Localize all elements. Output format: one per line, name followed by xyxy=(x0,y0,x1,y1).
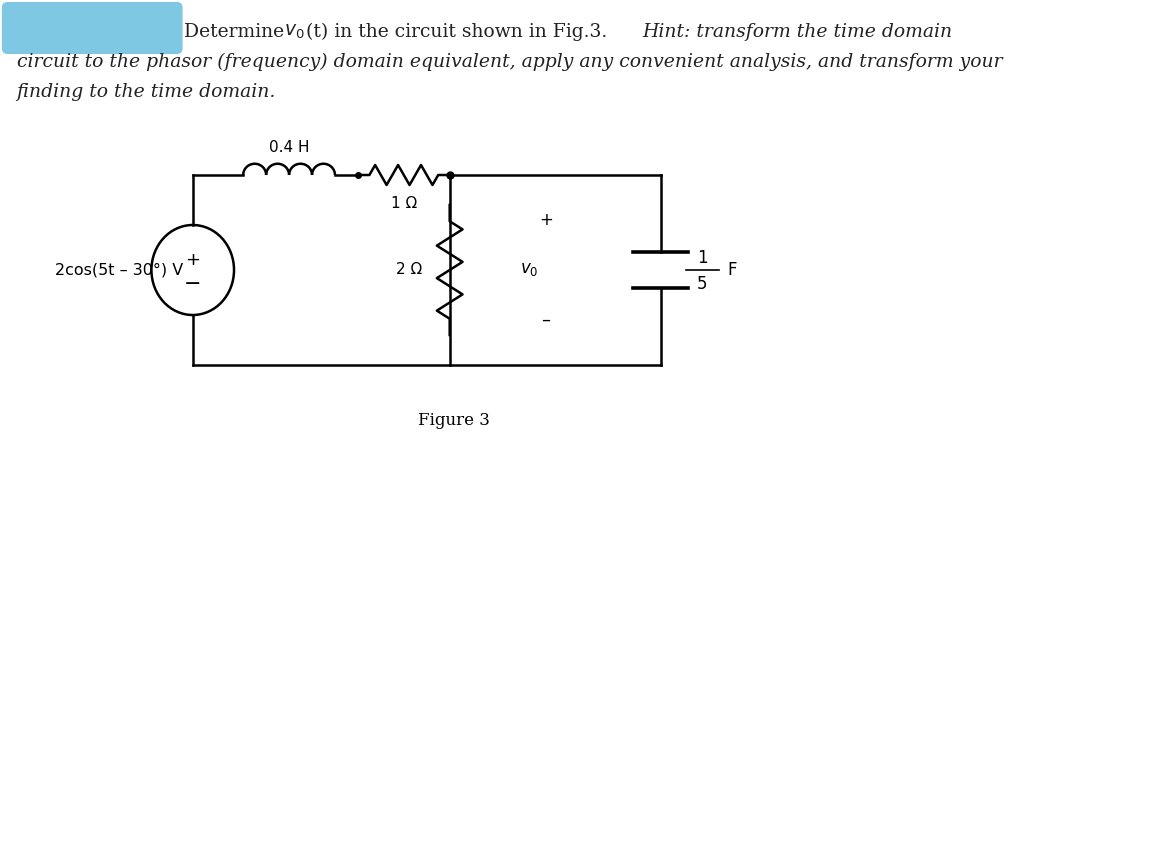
Text: +: + xyxy=(185,251,201,269)
Text: Hint: transform the time domain: Hint: transform the time domain xyxy=(642,23,953,41)
Text: circuit to the phasor (frequency) domain equivalent, apply any convenient analys: circuit to the phasor (frequency) domain… xyxy=(16,53,1002,71)
Text: finding to the time domain.: finding to the time domain. xyxy=(16,83,276,101)
Text: 1 Ω: 1 Ω xyxy=(391,196,417,211)
Text: 1: 1 xyxy=(697,249,708,267)
Text: F: F xyxy=(728,261,737,279)
Text: 2cos(5t – 30°) V: 2cos(5t – 30°) V xyxy=(55,263,183,277)
Text: 2 Ω: 2 Ω xyxy=(396,263,422,277)
Text: Determine: Determine xyxy=(183,23,289,41)
Text: +: + xyxy=(539,211,553,229)
Text: $v_0$: $v_0$ xyxy=(520,262,539,279)
Text: (t) in the circuit shown in Fig.3.: (t) in the circuit shown in Fig.3. xyxy=(305,23,626,41)
FancyBboxPatch shape xyxy=(2,2,183,54)
Text: 0.4 H: 0.4 H xyxy=(269,139,309,155)
Text: –: – xyxy=(541,311,550,329)
Text: 5: 5 xyxy=(697,275,708,293)
Text: −: − xyxy=(184,274,202,294)
Text: $v_0$: $v_0$ xyxy=(285,23,305,41)
Text: Figure 3: Figure 3 xyxy=(419,411,490,428)
